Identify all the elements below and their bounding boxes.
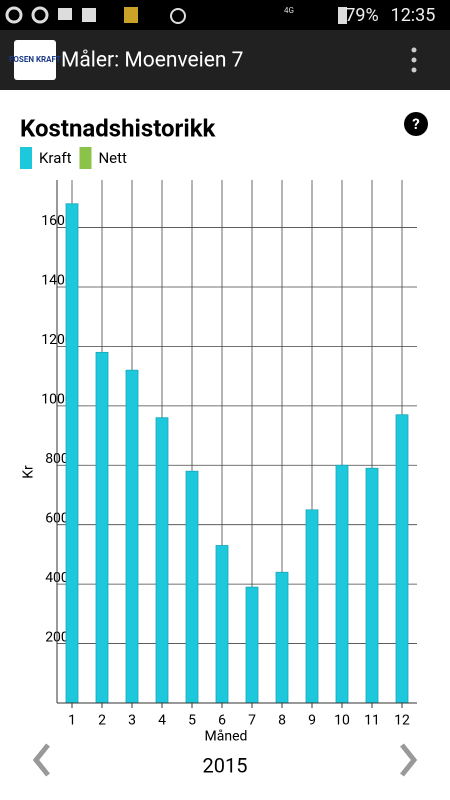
x-tick-label: 1 [68,713,76,729]
status-bar [0,0,450,30]
x-tick-label: 12 [394,713,410,729]
x-tick-label: 11 [364,713,380,729]
bar [215,545,229,704]
status-icon [82,8,96,22]
prev-button[interactable] [32,743,50,777]
bar [155,417,169,704]
status-icon [58,8,72,20]
legend-label: Nett [98,149,127,167]
x-tick-label: 6 [218,713,226,729]
status-icon [5,6,23,24]
bar [335,464,349,704]
x-tick-label: 4 [158,713,166,729]
bar [185,470,199,704]
bar [95,351,109,704]
y-axis-label: Kr [21,465,37,479]
bar [365,467,379,704]
chart-title: Kostnadshistorikk [20,114,217,142]
battery-icon [338,7,347,24]
legend-swatch [79,147,92,169]
bar [395,414,409,704]
bar [305,509,319,704]
year-label: 2015 [203,753,248,777]
x-tick-label: 2 [98,713,106,729]
svg-text:?: ? [412,115,419,133]
app-title: Måler: Moenveien 7 [61,49,243,73]
x-tick-label: 7 [248,713,256,729]
x-tick-label: 5 [188,713,196,729]
status-icon [124,7,138,23]
battery-label: 79% [345,5,378,26]
next-button[interactable] [400,743,418,777]
x-tick-label: 9 [308,713,316,729]
x-tick-label: 8 [278,713,286,729]
network-label: 4G [284,6,294,15]
app-bar [0,30,450,90]
bar [65,203,79,704]
bar [125,369,139,704]
logo [14,40,56,80]
legend-label: Kraft [39,149,72,167]
clock: 12:35 [391,5,436,26]
bar [245,586,259,704]
x-tick-label: 10 [334,713,350,729]
status-icon [31,6,49,24]
menu-button[interactable] [411,47,417,73]
x-tick-label: 3 [128,713,136,729]
logo-text: FOSEN KRAFT [9,55,61,64]
status-icon [170,8,186,24]
x-axis-label: Måned [205,729,248,745]
bar [275,571,289,704]
help-button[interactable]: ? [404,112,428,136]
legend-swatch [20,147,32,169]
